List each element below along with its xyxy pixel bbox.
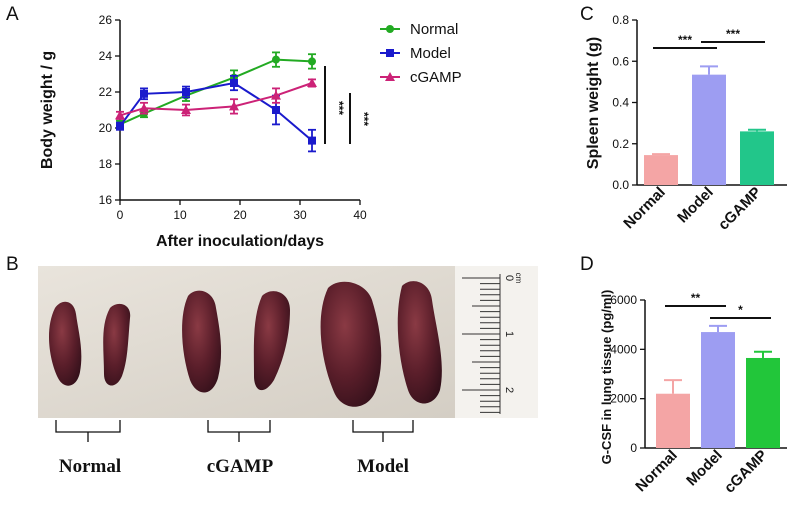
- panel-c-sig-label: ***: [726, 27, 740, 41]
- panel-b-letter: B: [6, 254, 19, 275]
- panel-a-ticks: 16 18 20 22 24 26 0 10 20 30 40: [99, 13, 367, 222]
- panel-a-ytick-label: 22: [99, 85, 113, 99]
- panel-a-xtick-label: 40: [353, 208, 367, 222]
- ruler-label: 0: [503, 275, 515, 281]
- series-line-cgamp: [119, 82, 313, 117]
- point-model: [182, 88, 190, 96]
- panel-c-category-cgamp: cGAMP: [715, 184, 765, 234]
- series-cgamp: [115, 78, 317, 120]
- panel-c-ytick-label: 0.4: [612, 96, 629, 110]
- panel-c-ytick-label: 0.2: [612, 137, 629, 151]
- point-cgamp: [139, 103, 149, 113]
- spleen-model-2: [397, 281, 442, 404]
- point-cgamp: [181, 105, 191, 114]
- panel-c-y-label: Spleen weight (g): [585, 37, 602, 169]
- spleen-model-1: [320, 281, 382, 407]
- panel-a-ytick-label: 24: [99, 49, 113, 63]
- panel-c-bar-model: [692, 74, 726, 185]
- panel-c-sig-label: ***: [678, 33, 692, 47]
- panel-c-ytick-label: 0.8: [612, 13, 629, 27]
- panel-d-ytick-label: 0: [630, 441, 637, 455]
- panel-a-line-chart: 16 18 20 22 24 26 0 10 20 30 40 After inoculation/…: [39, 13, 462, 250]
- ruler: 0 1 2 cm: [462, 273, 523, 414]
- panel-a-xtick-label: 10: [173, 208, 187, 222]
- ruler-area: [455, 266, 538, 418]
- panel-d-sig-label: *: [738, 303, 743, 317]
- photo-label-normal: Normal: [59, 456, 121, 477]
- series-line-normal: [119, 58, 313, 126]
- legend-marker-normal: [386, 25, 394, 33]
- panel-d-ytick-label: 4000: [610, 342, 637, 356]
- panel-c-bar-normal: [644, 155, 678, 185]
- panel-a-sig-label-1: ***: [332, 101, 346, 115]
- ruler-unit: cm: [514, 273, 523, 284]
- point-cgamp: [271, 90, 281, 100]
- panel-a-letter: A: [6, 4, 19, 25]
- panel-d-ytick-label: 2000: [610, 392, 637, 406]
- panel-a-y-label: Body weight / g: [39, 51, 56, 169]
- panel-c-category-model: Model: [674, 184, 717, 227]
- panel-a-xtick-label: 20: [233, 208, 247, 222]
- legend-marker-model: [386, 49, 394, 57]
- ruler-label: 2: [503, 387, 515, 393]
- point-model: [116, 122, 124, 131]
- panel-b-spleen-photo: 0 1 2 cm Normal cGAMP Model: [38, 266, 538, 477]
- panel-d-y-label: G-CSF in lung tissue (pg/ml): [599, 290, 614, 465]
- panel-a-xtick-label: 0: [117, 208, 124, 222]
- legend-label-cgamp: cGAMP: [410, 69, 462, 86]
- spleen-normal-2: [103, 303, 131, 386]
- point-model: [308, 136, 316, 145]
- legend-label-normal: Normal: [410, 21, 458, 38]
- panel-a-sig-label-2: ***: [357, 112, 371, 126]
- panel-a-ytick-label: 16: [99, 193, 113, 207]
- panel-d-category-model: Model: [683, 447, 726, 490]
- panel-d-bar-chart: G-CSF in lung tissue (pg/ml) 0 2000 4000 60…: [599, 290, 787, 497]
- panel-d-bar-model: [701, 332, 735, 448]
- point-cgamp: [229, 101, 239, 111]
- series-model: [116, 74, 316, 153]
- panel-c-letter: C: [580, 4, 594, 25]
- bracket-cgamp: [207, 420, 271, 442]
- panel-d-ytick-label: 6000: [610, 293, 637, 307]
- spleen-cgamp-2: [253, 291, 290, 391]
- point-cgamp: [115, 110, 125, 120]
- spleen-cgamp-1: [182, 290, 222, 393]
- panel-a-ytick-label: 18: [99, 157, 113, 171]
- point-model: [140, 89, 148, 98]
- panel-c-ytick-label: 0.6: [612, 54, 629, 68]
- panel-d-category-normal: Normal: [632, 447, 681, 496]
- point-normal: [308, 57, 316, 66]
- panel-c-ytick-label: 0.0: [612, 178, 629, 192]
- point-cgamp: [307, 78, 317, 87]
- legend-marker-cgamp: [385, 72, 395, 81]
- photo-label-cgamp: cGAMP: [207, 456, 274, 477]
- panel-d-sig-label: **: [691, 291, 701, 305]
- bracket-model: [352, 420, 414, 442]
- panel-a-x-label: After inoculation/days: [156, 233, 324, 250]
- point-normal: [272, 55, 280, 64]
- panel-d-bar-cgamp: [746, 357, 780, 448]
- spleen-normal-1: [48, 301, 82, 386]
- panel-c-bar-cgamp: [740, 131, 774, 185]
- panel-a-xtick-label: 30: [293, 208, 307, 222]
- bracket-normal: [55, 420, 121, 442]
- panel-a-series: [115, 51, 317, 153]
- panel-a-ytick-label: 26: [99, 13, 113, 27]
- panel-d-letter: D: [580, 254, 594, 275]
- panel-a-ytick-label: 20: [99, 121, 113, 135]
- panel-a-legend: Normal Model cGAMP: [380, 21, 462, 86]
- panel-d-category-cgamp: cGAMP: [721, 447, 771, 497]
- point-model: [230, 79, 238, 87]
- panel-d-bar-normal: [656, 393, 690, 448]
- legend-label-model: Model: [410, 45, 451, 62]
- ruler-label: 1: [503, 331, 515, 337]
- photo-label-model: Model: [357, 456, 409, 477]
- point-model: [272, 106, 280, 114]
